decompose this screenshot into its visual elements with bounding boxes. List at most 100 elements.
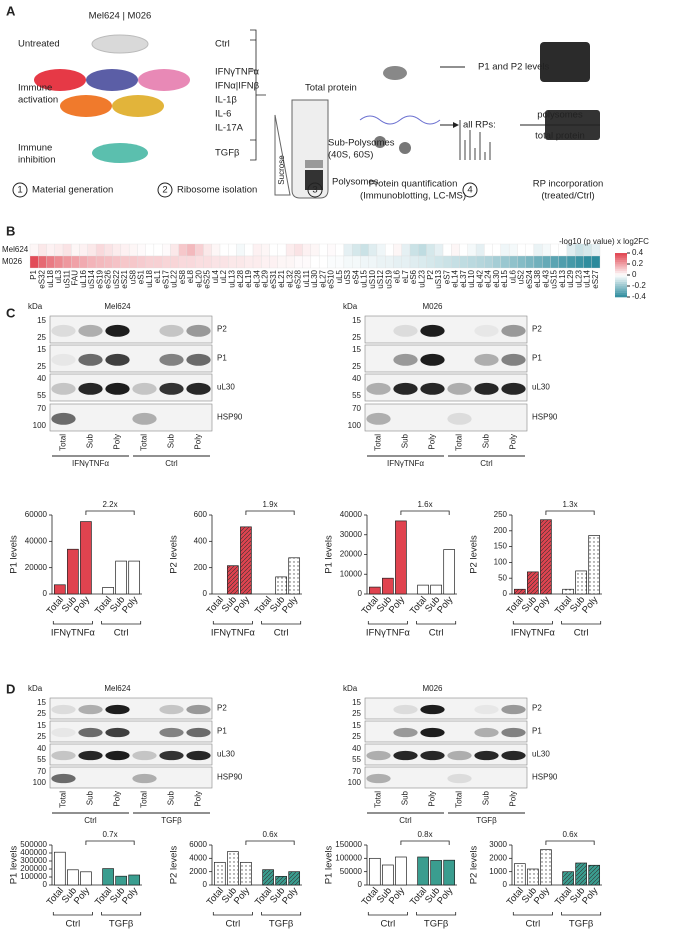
y-tick-label: 50000 — [340, 867, 363, 876]
heatmap-cell — [261, 255, 270, 269]
heatmap-cell — [29, 243, 39, 257]
colorbar-step — [615, 294, 627, 298]
heatmap-cell — [87, 243, 97, 257]
y-tick-label: 250 — [494, 510, 508, 519]
marker-label: 40 — [37, 744, 46, 753]
blot-band — [501, 750, 526, 761]
heatmap-cell — [104, 243, 113, 257]
group-label: Ctrl — [225, 919, 240, 930]
heatmap-cell — [145, 255, 155, 269]
sucrose-label: Sucrose — [277, 155, 286, 185]
lane-label: Total — [140, 434, 149, 451]
panel-label: D — [6, 681, 15, 696]
bar — [588, 864, 601, 886]
lane-label: Total — [455, 791, 464, 808]
y-tick-label: 400 — [194, 536, 208, 545]
bracket — [250, 29, 266, 161]
heatmap-cell — [492, 243, 502, 257]
dish — [92, 143, 148, 163]
group-label: TGFβ — [269, 919, 294, 930]
blot-band — [105, 727, 130, 738]
blot-band — [132, 750, 157, 761]
marker-label: 40 — [37, 374, 46, 383]
group-bracket — [101, 621, 142, 625]
heatmap-cell — [137, 255, 146, 269]
y-tick-label: 200 — [494, 526, 508, 535]
heatmap-cell — [542, 243, 551, 257]
heatmap-cell — [409, 255, 419, 269]
heatmap-column-label: uS10 — [368, 269, 377, 288]
blot-strip — [49, 344, 213, 373]
heatmap-column-label: eS1 — [137, 269, 146, 284]
bar — [430, 584, 442, 595]
fold-change: 0.7x — [102, 830, 117, 839]
protein-label: uL30 — [532, 383, 550, 392]
group-bracket — [212, 912, 253, 916]
heatmap-column-label: uL23 — [418, 269, 427, 287]
heatmap-column-label: eS19 — [95, 269, 104, 288]
protein-label: HSP90 — [217, 413, 243, 422]
group-bracket — [561, 621, 602, 625]
colorbar-step — [615, 281, 627, 285]
y-tick-label: 150000 — [335, 840, 362, 849]
blot-band — [51, 412, 76, 425]
x-tick-label: Poly — [387, 885, 407, 906]
bar — [102, 868, 114, 886]
heatmap-cell — [385, 255, 394, 269]
heatmap-cell — [195, 255, 204, 269]
dish — [86, 69, 138, 91]
heatmap-cell — [492, 255, 502, 269]
y-tick-label: 100000 — [335, 853, 362, 862]
lane-label: Poly — [428, 434, 437, 450]
heatmap-column-label: uS11 — [62, 269, 71, 288]
heatmap-column-label: uS19 — [384, 269, 393, 288]
heatmap-cell — [517, 243, 526, 257]
blot-band — [78, 727, 103, 738]
heatmap-cell — [277, 255, 287, 269]
heatmap-cell — [467, 255, 477, 269]
heatmap-column-label: eL37 — [459, 269, 468, 287]
bar — [562, 871, 574, 886]
x-tick-label: Poly — [435, 594, 455, 615]
marker-label: 55 — [352, 755, 361, 764]
lane-label: Total — [140, 791, 149, 808]
blot-band — [393, 704, 418, 715]
x-tick-label: Poly — [580, 594, 600, 615]
heatmap-cell — [401, 255, 411, 269]
heatmap-cell — [533, 243, 543, 257]
group-bracket — [416, 912, 457, 916]
marker-label: 55 — [37, 391, 46, 400]
y-tick-label: 30000 — [340, 530, 363, 539]
heatmap-column-label: eL8 — [186, 269, 195, 283]
y-tick-label: 0 — [503, 589, 508, 598]
dish — [112, 95, 164, 117]
bar — [395, 856, 407, 886]
fraction-label: Total protein — [305, 83, 357, 94]
marker-label: 70 — [37, 404, 46, 413]
colorbar-tick-label: -0.4 — [632, 292, 646, 301]
y-axis-label: P1 levels — [324, 535, 335, 574]
protein-icon — [383, 66, 407, 80]
heatmap-cell — [120, 255, 130, 269]
colorbar-step — [615, 257, 627, 260]
lane-label: Poly — [113, 434, 122, 450]
blot-strip — [49, 403, 213, 432]
condition-label: activation — [18, 95, 58, 106]
sucrose-wedge — [274, 114, 291, 196]
lane-label: Sub — [167, 790, 176, 805]
heatmap-cell — [583, 255, 592, 269]
heatmap-column-label: uL11 — [302, 269, 311, 287]
bar — [417, 856, 429, 886]
heatmap-cell — [343, 255, 353, 269]
bar — [368, 857, 381, 886]
x-tick-label: Poly — [232, 885, 252, 906]
heatmap-column-label: eL28 — [236, 269, 245, 287]
heatmap-cell — [426, 255, 435, 269]
bar — [382, 864, 394, 886]
bar — [80, 521, 92, 595]
y-tick-label: 20000 — [25, 563, 48, 572]
bar — [227, 851, 239, 886]
blot-band — [132, 382, 157, 395]
lane-label: Sub — [401, 433, 410, 448]
